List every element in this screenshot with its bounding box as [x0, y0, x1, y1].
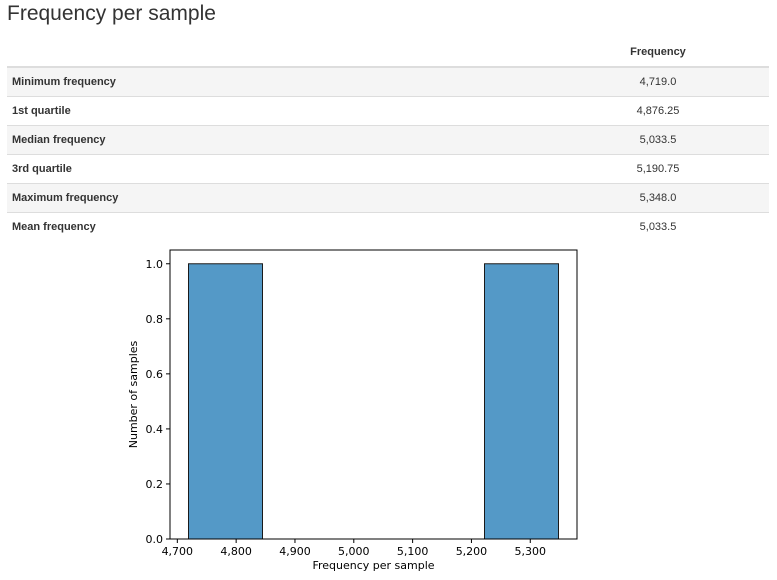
row-value-mean-frequency: 5,033.5 [547, 212, 769, 241]
y-tick-label: 0.0 [146, 533, 164, 546]
x-tick-label: 5,300 [515, 545, 547, 558]
histogram-chart: 4,700 4,800 4,900 5,000 5,100 5,200 5,300 0.0 0.… [127, 249, 578, 572]
x-tick-label: 4,700 [162, 545, 194, 558]
row-label-1st-quartile: 1st quartile [7, 96, 547, 126]
histogram-bar-4 [484, 263, 559, 540]
axes-layer: 4,700 4,800 4,900 5,000 5,100 5,200 5,300 0.0 0.… [146, 258, 547, 558]
y-tick-label: 0.4 [146, 423, 164, 436]
x-tick-label: 4,900 [279, 545, 311, 558]
table-corner-cell [7, 38, 547, 68]
x-tick-label: 5,200 [456, 545, 488, 558]
plot-frame [169, 249, 578, 540]
row-label-median-frequency: Median frequency [7, 125, 547, 155]
table-header-row: Frequency [7, 38, 769, 68]
y-tick-label: 1.0 [146, 258, 164, 271]
y-tick-label: 0.6 [146, 368, 164, 381]
summary-stats-table: Frequency Minimum frequency 4,719.0 1st … [7, 38, 769, 241]
x-tick-label: 4,800 [220, 545, 252, 558]
table-row: Minimum frequency 4,719.0 [7, 66, 769, 97]
y-tick-label: 0.8 [146, 313, 164, 326]
x-tick-label: 5,000 [338, 545, 370, 558]
row-label-3rd-quartile: 3rd quartile [7, 154, 547, 184]
row-value-1st-quartile: 4,876.25 [547, 96, 769, 126]
table-row: Mean frequency 5,033.5 [7, 212, 769, 241]
x-axis-label: Frequency per sample [312, 559, 434, 572]
row-value-3rd-quartile: 5,190.75 [547, 154, 769, 184]
row-value-maximum-frequency: 5,348.0 [547, 183, 769, 213]
page-title: Frequency per sample [7, 2, 216, 25]
y-axis-label: Number of samples [127, 340, 140, 448]
table-row: 1st quartile 4,876.25 [7, 96, 769, 126]
row-label-mean-frequency: Mean frequency [7, 212, 547, 241]
table-row: Maximum frequency 5,348.0 [7, 183, 769, 213]
column-header-frequency: Frequency [547, 38, 769, 68]
bars-layer [188, 263, 559, 540]
x-tick-label: 5,100 [397, 545, 429, 558]
row-value-median-frequency: 5,033.5 [547, 125, 769, 155]
histogram-bar-0 [188, 263, 263, 540]
table-row: Median frequency 5,033.5 [7, 125, 769, 155]
row-label-minimum-frequency: Minimum frequency [7, 66, 547, 97]
row-value-minimum-frequency: 4,719.0 [547, 66, 769, 97]
row-label-maximum-frequency: Maximum frequency [7, 183, 547, 213]
y-tick-label: 0.2 [146, 478, 164, 491]
table-row: 3rd quartile 5,190.75 [7, 154, 769, 184]
